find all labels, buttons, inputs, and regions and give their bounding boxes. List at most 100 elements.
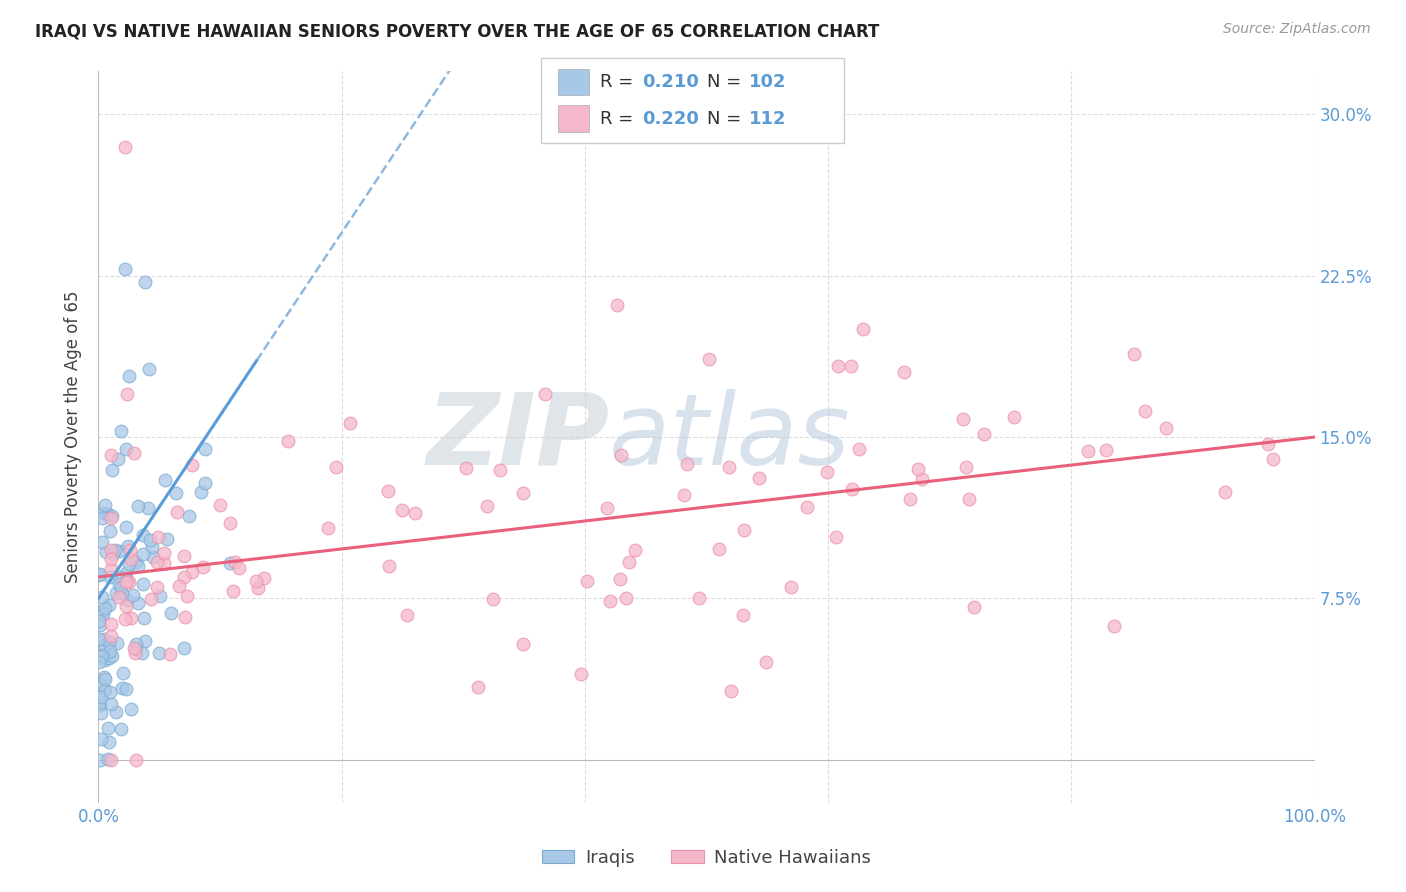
Point <box>87 677 110 691</box>
Point <box>159 648 181 662</box>
Point <box>512 486 534 500</box>
Point <box>142 549 165 564</box>
Point <box>852 322 875 336</box>
Point <box>115 520 138 534</box>
Point <box>90 732 112 747</box>
Point <box>118 368 141 383</box>
Point <box>153 557 176 571</box>
Point <box>1133 404 1156 418</box>
Point <box>316 521 339 535</box>
Point <box>108 543 131 558</box>
Point <box>115 386 138 401</box>
Point <box>111 681 134 696</box>
Point <box>488 462 510 476</box>
Point <box>124 446 146 460</box>
Point <box>110 580 132 594</box>
Point <box>100 629 122 643</box>
Point <box>87 614 110 628</box>
Point <box>139 533 162 548</box>
Point <box>91 591 114 605</box>
Point <box>733 523 755 537</box>
Point <box>89 568 111 582</box>
Point <box>755 655 778 669</box>
Point <box>208 499 231 513</box>
Point <box>124 646 146 660</box>
Point <box>110 570 132 584</box>
Point <box>93 652 115 666</box>
Y-axis label: Seniors Poverty Over the Age of 65: Seniors Poverty Over the Age of 65 <box>63 291 82 583</box>
Point <box>153 474 176 488</box>
Point <box>893 365 915 379</box>
Point <box>100 697 122 711</box>
Point <box>91 648 114 663</box>
Point <box>94 638 117 652</box>
Point <box>907 462 929 476</box>
Point <box>148 589 170 603</box>
Point <box>141 540 163 554</box>
Point <box>576 574 599 588</box>
Point <box>125 642 148 657</box>
Point <box>396 607 419 622</box>
Point <box>1263 452 1285 467</box>
Point <box>114 442 136 456</box>
Point <box>173 549 195 563</box>
Point <box>245 574 267 589</box>
Point <box>89 697 111 711</box>
Point <box>623 543 645 558</box>
Point <box>117 539 139 553</box>
Point <box>963 600 986 615</box>
Text: Source: ZipAtlas.com: Source: ZipAtlas.com <box>1223 22 1371 37</box>
Text: 102: 102 <box>749 73 787 91</box>
Point <box>1257 437 1279 451</box>
Text: 112: 112 <box>749 110 787 128</box>
Point <box>569 666 592 681</box>
Point <box>115 599 138 613</box>
Point <box>1076 444 1098 458</box>
Point <box>139 591 162 606</box>
Point <box>100 684 122 698</box>
Point <box>105 636 128 650</box>
Point <box>1095 443 1118 458</box>
Point <box>118 557 141 571</box>
Point <box>796 500 818 515</box>
Point <box>780 580 803 594</box>
Point <box>115 573 138 587</box>
Point <box>146 556 169 570</box>
Point <box>825 530 848 544</box>
Point <box>325 459 347 474</box>
Point <box>467 680 489 694</box>
Text: R =: R = <box>600 110 640 128</box>
Point <box>146 580 169 594</box>
Point <box>911 472 934 486</box>
Point <box>122 640 145 655</box>
Point <box>100 543 122 558</box>
Point <box>110 424 132 438</box>
Point <box>839 359 862 374</box>
Point <box>132 547 155 561</box>
Point <box>115 682 138 697</box>
Point <box>132 611 155 625</box>
Point <box>97 735 120 749</box>
Point <box>614 591 637 605</box>
Point <box>1002 410 1025 425</box>
Point <box>90 706 112 720</box>
Point <box>125 637 148 651</box>
Point <box>127 559 149 574</box>
Point <box>100 617 122 632</box>
Point <box>100 448 122 462</box>
Point <box>101 508 124 523</box>
Point <box>108 577 131 591</box>
Point <box>122 588 145 602</box>
Point <box>165 486 187 500</box>
Point <box>1104 618 1126 632</box>
Point <box>118 575 141 590</box>
Point <box>124 753 146 767</box>
Point <box>93 683 115 698</box>
Point <box>841 482 863 496</box>
Point <box>482 591 505 606</box>
Point <box>120 702 142 716</box>
Point <box>132 528 155 542</box>
Text: 0.220: 0.220 <box>643 110 699 128</box>
Point <box>534 387 557 401</box>
Point <box>96 507 118 521</box>
